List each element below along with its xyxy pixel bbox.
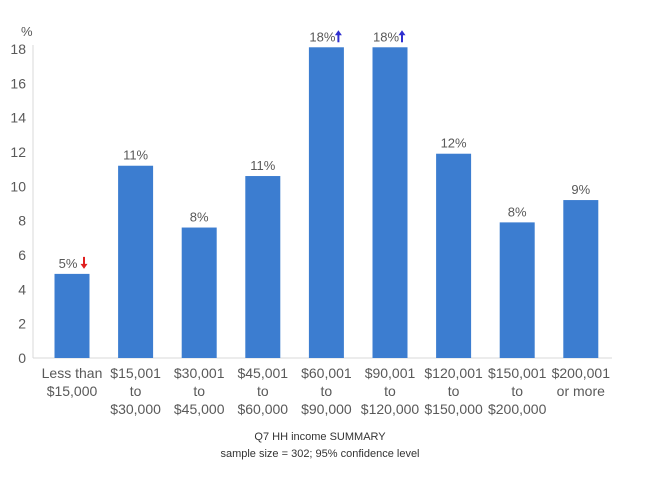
category-labels-group: Less than $15,000 $15,001 to $30,000 $30,001 t… [42,365,611,417]
bars-group [54,47,599,359]
category-label: or more [557,383,605,399]
category-label: $45,001 [237,365,288,381]
data-label: 5% [59,256,78,271]
y-tick-label: 0 [18,350,26,366]
data-label: 18% [373,29,399,44]
up-arrow-icon [334,30,342,43]
bar [436,153,472,358]
category-label: $30,000 [110,401,161,417]
category-label: $90,000 [301,401,352,417]
category-label: $60,001 [301,365,352,381]
bar [563,200,599,358]
category-label: $120,000 [361,401,420,417]
y-axis-unit-label: % [21,24,33,39]
category-label: $150,000 [424,401,483,417]
y-tick-label: 18 [10,41,26,57]
category-label: $120,001 [424,365,483,381]
category-label: to [511,383,523,399]
chart-title: Q7 HH income SUMMARY [254,431,386,443]
y-tick-label: 12 [10,144,26,160]
y-tick-label: 10 [10,178,26,194]
y-axis-ticks: 0 2 4 6 8 10 12 14 16 18 [10,41,26,366]
bar [372,47,408,359]
down-arrow-icon [80,256,88,269]
y-tick-label: 8 [18,213,26,229]
category-label: $15,000 [47,383,98,399]
data-label: 11% [123,148,148,163]
category-label: $30,001 [174,365,225,381]
category-label: $200,001 [552,365,611,381]
y-tick-label: 6 [18,247,26,263]
category-label: Less than [42,365,103,381]
data-label: 18% [309,29,335,44]
up-arrow-icon [398,30,406,43]
bar [181,227,217,358]
y-tick-label: 2 [18,316,26,332]
category-label: $200,000 [488,401,547,417]
data-label: 8% [508,204,527,219]
category-label: to [448,383,460,399]
data-label: 12% [441,136,467,151]
category-label: to [257,383,269,399]
data-label: 8% [190,210,209,225]
category-label: $15,001 [110,365,161,381]
y-tick-label: 14 [10,110,26,126]
data-labels-group: 5% 11% 8% 11% 18% 18% 12% 8% 9% [59,29,591,271]
bar [499,222,535,358]
category-label: to [321,383,333,399]
category-label: $90,001 [365,365,416,381]
y-tick-label: 16 [10,75,26,91]
category-label: to [130,383,142,399]
bar [308,47,344,359]
category-label: $60,000 [237,401,288,417]
data-label: 9% [571,182,590,197]
bar [245,176,281,358]
bar [118,165,154,358]
data-label: 11% [250,158,275,173]
category-label: to [384,383,396,399]
category-label: $45,000 [174,401,225,417]
chart-subtitle: sample size = 302; 95% confidence level [220,448,419,460]
bar [54,273,90,358]
category-label: $150,001 [488,365,547,381]
category-label: to [193,383,205,399]
y-tick-label: 4 [18,281,26,297]
